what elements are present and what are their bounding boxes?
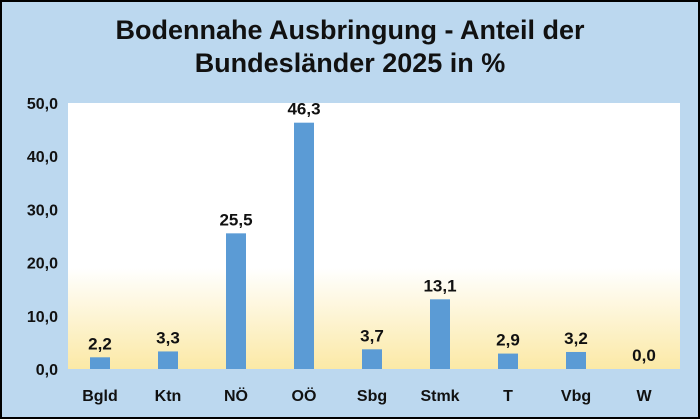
category-label-stmk: Stmk [420,388,459,405]
data-label-nö: 25,5 [219,210,252,229]
category-label-sbg: Sbg [357,388,387,405]
category-label-t: T [503,388,513,405]
y-tick-label: 50,0 [27,96,58,113]
bar-bgld [90,357,110,369]
bar-stmk [430,299,450,369]
data-label-sbg: 3,7 [360,326,384,345]
category-label-oö: OÖ [292,386,317,405]
y-tick-label: 10,0 [27,309,58,326]
bar-ktn [158,351,178,369]
y-tick-label: 20,0 [27,256,58,273]
category-label-nö: NÖ [224,386,248,405]
data-labels: 2,2 3,3 25,5 46,3 3,7 13,1 2,9 3,2 0,0 [88,100,656,365]
category-label-bgld: Bgld [82,388,118,405]
data-label-bgld: 2,2 [88,334,112,353]
data-label-stmk: 13,1 [423,276,456,295]
chart-title-line-2: Bundesländer 2025 in % [194,48,506,78]
data-label-oö: 46,3 [287,100,320,119]
category-label-ktn: Ktn [155,388,182,405]
data-label-ktn: 3,3 [156,328,180,347]
bar-t [498,353,518,369]
bar-sbg [362,349,382,369]
plot-area [68,103,680,369]
chart-title: Bodennahe Ausbringung - Anteil der Bunde… [2,14,698,80]
data-label-w: 0,0 [632,346,656,365]
x-axis: Bgld Ktn NÖ OÖ Sbg Stmk T Vbg W [82,386,652,405]
data-label-t: 2,9 [496,331,520,350]
y-tick-label: 40,0 [27,149,58,166]
data-label-vbg: 3,2 [564,329,588,348]
bar-nö [226,233,246,369]
y-axis: 0,0 10,0 20,0 30,0 40,0 50,0 [27,96,58,379]
y-tick-label: 30,0 [27,202,58,219]
bars [90,122,586,370]
chart-title-line-1: Bodennahe Ausbringung - Anteil der [115,15,585,45]
y-tick-label: 0,0 [36,362,58,379]
category-label-vbg: Vbg [561,388,591,405]
bar-vbg [566,351,586,369]
category-label-w: W [636,388,652,405]
bar-oö [294,122,314,370]
